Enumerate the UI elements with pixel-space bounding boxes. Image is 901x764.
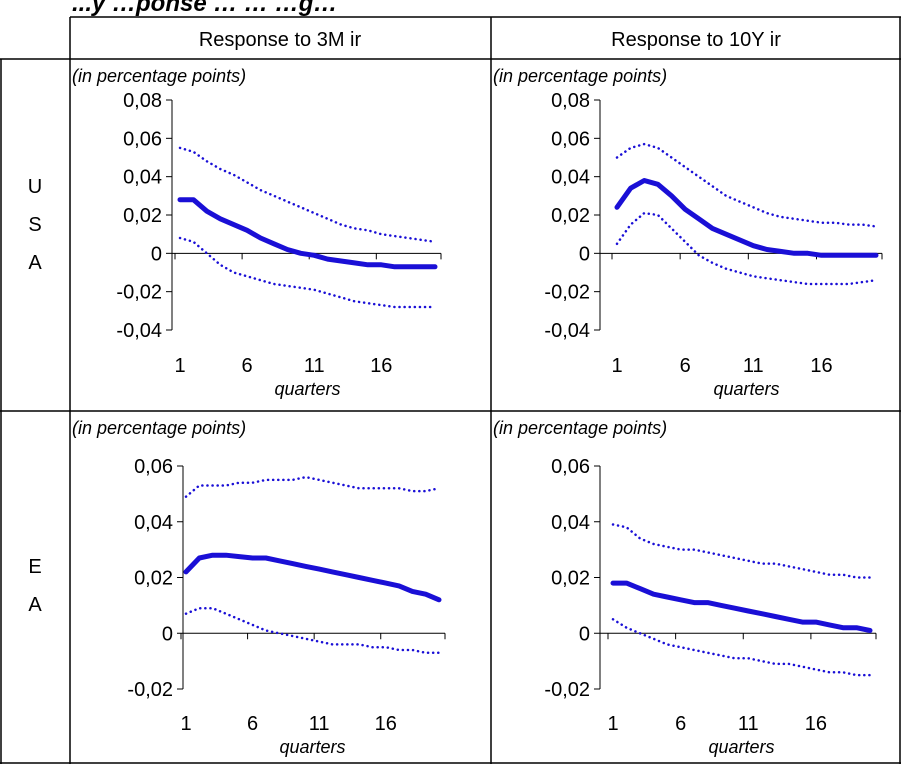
y-tick-label: 0,02	[134, 568, 173, 590]
y-tick-label: 0,02	[551, 568, 590, 590]
y-tick-label: -0,02	[127, 679, 173, 701]
x-tick-label: 6	[247, 713, 258, 735]
response-line	[183, 552, 442, 603]
lower-band-line	[178, 236, 437, 309]
x-tick-label: 6	[242, 355, 253, 377]
y-tick-label: 0,02	[551, 205, 590, 227]
x-axis-label: quarters	[279, 737, 345, 757]
row-label-usa-2: S	[28, 214, 41, 236]
y-tick-label: 0	[151, 243, 162, 265]
x-tick-label: 16	[805, 713, 827, 735]
y-tick-label: -0,02	[116, 282, 162, 304]
chart-panel-ea-10y: (in percentage points) -0,02 0 0,02 0,04 0,06…	[493, 418, 877, 757]
chart-subtitle: (in percentage points)	[493, 418, 667, 438]
y-tick-label: -0,02	[544, 282, 590, 304]
row-label-ea-1: E	[28, 556, 41, 578]
y-tick-label: 0,04	[123, 167, 162, 189]
y-tick-label: -0,04	[544, 320, 590, 342]
y-tick-label: 0,02	[123, 205, 162, 227]
upper-band-line	[611, 523, 872, 579]
x-tick-label: 11	[304, 355, 325, 377]
x-axis-label: quarters	[274, 379, 340, 399]
x-tick-label: 1	[174, 355, 185, 377]
y-tick-label: 0,04	[551, 512, 590, 534]
row-label-ea-2: A	[28, 594, 42, 616]
y-tick-label: 0	[579, 623, 590, 645]
x-tick-label: 11	[743, 355, 764, 377]
y-tick-label: 0,06	[551, 456, 590, 478]
x-tick-label: 1	[180, 713, 191, 735]
y-tick-label: 0,06	[134, 456, 173, 478]
x-tick-label: 1	[607, 713, 618, 735]
x-tick-label: 11	[309, 713, 330, 735]
response-line	[177, 197, 438, 270]
row-label-usa-3: A	[28, 252, 42, 274]
y-tick-label: -0,02	[544, 679, 590, 701]
upper-band-line	[184, 475, 441, 498]
y-tick-label: 0,06	[123, 128, 162, 150]
chart-panel-usa-3m: (in percentage points) -0,04 -0,02 0 0,02 0,0…	[72, 66, 442, 399]
x-tick-label: 16	[375, 713, 397, 735]
chart-panel-ea-3m: (in percentage points) -0,02 0 0,02 0,04 0,06…	[72, 418, 446, 757]
y-tick-label: 0,04	[551, 167, 590, 189]
x-tick-label: 16	[810, 355, 832, 377]
chart-subtitle: (in percentage points)	[72, 66, 246, 86]
response-line	[614, 178, 879, 258]
x-tick-label: 6	[675, 713, 686, 735]
column-header-3m: Response to 3M ir	[199, 29, 362, 51]
table-borders	[0, 16, 901, 764]
chart-subtitle: (in percentage points)	[493, 66, 667, 86]
upper-band-line	[178, 146, 437, 244]
x-tick-label: 11	[738, 713, 759, 735]
y-tick-label: 0	[579, 243, 590, 265]
page-title: ...y …ponse … … …g…	[72, 0, 338, 17]
response-line	[610, 580, 873, 633]
lower-band-line	[615, 211, 878, 286]
x-axis-label: quarters	[713, 379, 779, 399]
x-tick-label: 6	[680, 355, 691, 377]
upper-band-line	[615, 142, 878, 228]
row-label-usa-1: U	[28, 176, 42, 198]
column-header-10y: Response to 10Y ir	[611, 29, 781, 51]
chart-panel-usa-10y: (in percentage points) -0,04 -0,02 0 0,02 0,0…	[493, 66, 883, 399]
y-tick-label: 0	[162, 623, 173, 645]
lower-band-line	[184, 606, 441, 655]
y-tick-label: -0,04	[116, 320, 162, 342]
chart-panels: (in percentage points) -0,04 -0,02 0 0,02 0,0…	[72, 66, 883, 757]
chart-subtitle: (in percentage points)	[72, 418, 246, 438]
x-axis-label: quarters	[708, 737, 774, 757]
x-tick-label: 1	[611, 355, 622, 377]
x-tick-label: 16	[370, 355, 392, 377]
y-tick-label: 0,08	[123, 90, 162, 112]
y-tick-label: 0,08	[551, 90, 590, 112]
y-tick-label: 0,06	[551, 128, 590, 150]
y-tick-label: 0,04	[134, 512, 173, 534]
